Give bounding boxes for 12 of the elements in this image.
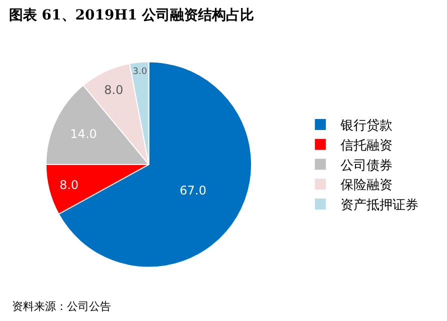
data-label: 67.0 [180,184,206,198]
legend-label: 银行贷款 [339,118,392,134]
legend-label: 保险融资 [340,178,392,194]
legend-label: 信托融资 [340,138,392,154]
data-label: 3.0 [132,66,148,77]
legend-label: 资产抵押证券 [340,198,418,214]
data-label: 14.0 [70,126,97,141]
legend-label: 公司债券 [340,158,392,174]
data-label: 8.0 [59,178,79,192]
text: 资料来源：公司公告 [12,300,111,313]
data-label: 8.0 [104,83,124,98]
chart-title: 图表 61、2019H1 公司融资结构占比 [8,7,254,24]
